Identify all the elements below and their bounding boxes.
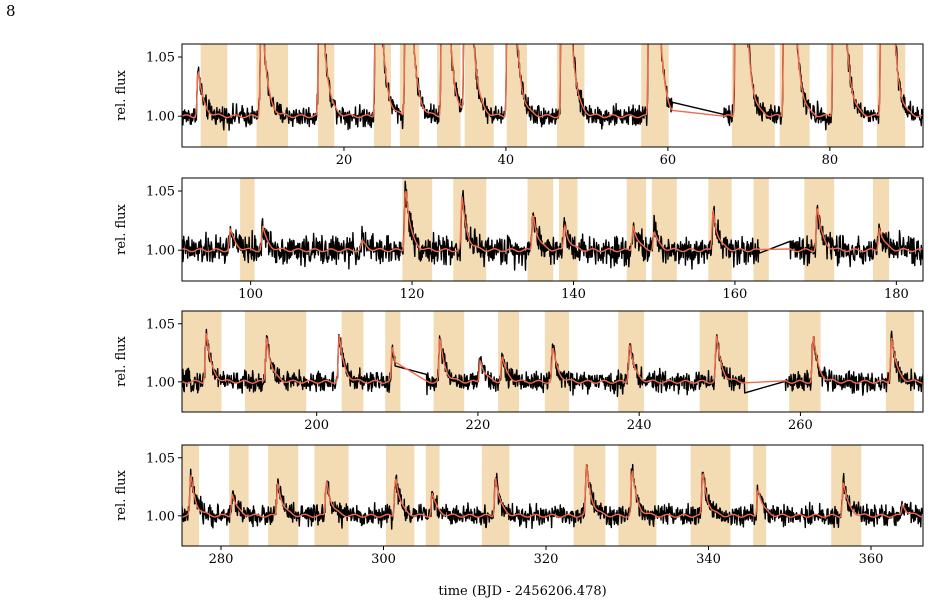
flare-band xyxy=(481,445,510,546)
panel-1: 1.00 1.05 20 40 60 80 rel. flux xyxy=(114,43,924,168)
model-series xyxy=(182,190,923,253)
flare-band xyxy=(498,311,520,412)
flare-band xyxy=(699,311,749,412)
x-tick-label: 300 xyxy=(371,552,396,567)
flare-band xyxy=(256,44,289,147)
flare-band xyxy=(804,178,835,281)
plot-area xyxy=(182,44,923,147)
x-tick-label: 320 xyxy=(534,552,559,567)
flare-band xyxy=(385,311,401,412)
flare-band xyxy=(872,178,890,281)
plot-frame xyxy=(181,177,924,282)
y-tick-label: 1.00 xyxy=(146,244,175,259)
flare-band xyxy=(402,178,433,281)
x-tick-label: 120 xyxy=(400,287,425,302)
y-tick-label: 1.05 xyxy=(146,185,175,200)
y-axis-label: rel. flux xyxy=(114,203,129,254)
model-series xyxy=(182,44,923,119)
flare-band xyxy=(314,445,349,546)
page-number: 8 xyxy=(6,2,16,20)
x-tick-label: 180 xyxy=(884,287,909,302)
flare-band xyxy=(573,445,606,546)
model-series xyxy=(182,463,923,518)
panel-4: 1.00 1.05 280 300 320 340 360 rel. flux time (BJ… xyxy=(114,444,924,599)
plot-area xyxy=(182,445,923,546)
flare-band xyxy=(690,445,731,546)
y-axis-label: rel. flux xyxy=(114,469,129,520)
x-tick-label: 80 xyxy=(822,153,839,168)
plot-frame xyxy=(181,444,924,547)
plot-frame xyxy=(181,43,924,148)
model-series xyxy=(182,332,923,384)
flare-band xyxy=(399,44,420,147)
flare-band xyxy=(182,311,222,412)
flare-band xyxy=(182,445,200,546)
flare-band xyxy=(626,178,647,281)
x-tick-label: 40 xyxy=(498,153,515,168)
x-tick-label: 100 xyxy=(238,287,263,302)
y-tick-label: 1.05 xyxy=(146,51,175,66)
y-tick-label: 1.05 xyxy=(146,317,175,332)
flare-band xyxy=(789,311,821,412)
x-tick-label: 260 xyxy=(788,418,813,433)
y-tick-label: 1.00 xyxy=(146,509,175,524)
flare-band xyxy=(244,311,307,412)
flare-band xyxy=(544,311,570,412)
panel-2: 1.00 1.05 100 120 140 160 180 rel. flux xyxy=(114,177,924,302)
x-tick-label: 240 xyxy=(627,418,652,433)
flare-band xyxy=(558,178,578,281)
x-tick-label: 220 xyxy=(466,418,491,433)
flare-band xyxy=(453,178,487,281)
flare-band xyxy=(240,178,255,281)
y-axis-label: rel. flux xyxy=(114,69,129,120)
x-tick-label: 200 xyxy=(304,418,329,433)
flare-band xyxy=(437,44,461,147)
x-tick-label: 340 xyxy=(696,552,721,567)
flare-band xyxy=(506,44,527,147)
flare-band xyxy=(200,44,228,147)
y-tick-label: 1.05 xyxy=(146,451,175,466)
flare-band xyxy=(268,445,299,546)
flare-band xyxy=(373,44,391,147)
x-tick-label: 360 xyxy=(859,552,884,567)
raw-flux-series xyxy=(182,180,923,271)
x-tick-label: 140 xyxy=(561,287,586,302)
x-axis-label: time (BJD - 2456206.478) xyxy=(438,584,606,599)
plot-frame xyxy=(181,310,924,413)
x-tick-label: 20 xyxy=(336,153,353,168)
plot-area xyxy=(182,311,923,412)
flare-band xyxy=(341,311,364,412)
flare-band xyxy=(229,445,249,546)
x-tick-label: 280 xyxy=(209,552,234,567)
x-tick-label: 160 xyxy=(723,287,748,302)
plot-area xyxy=(182,178,923,281)
x-tick-label: 60 xyxy=(660,153,677,168)
flare-band xyxy=(753,178,769,281)
y-axis-label: rel. flux xyxy=(114,335,129,386)
flare-band xyxy=(318,44,335,147)
y-tick-label: 1.00 xyxy=(146,375,175,390)
y-tick-label: 1.00 xyxy=(146,110,175,125)
flare-band xyxy=(641,44,669,147)
flare-band xyxy=(618,311,645,412)
panel-3: 1.00 1.05 200 220 240 260 rel. flux xyxy=(114,310,924,433)
